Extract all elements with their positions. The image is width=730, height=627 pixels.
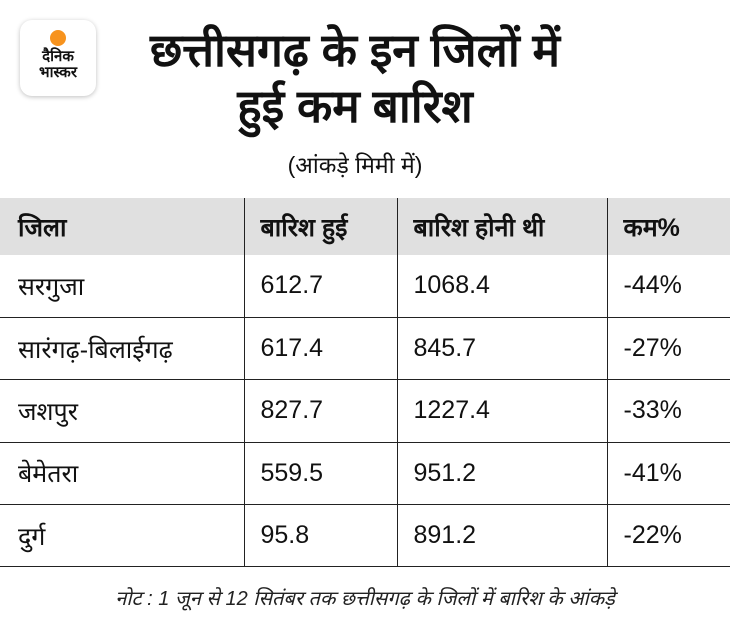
table-cell: 95.8 [243,504,397,568]
table-row: दुर्ग 95.8 891.2 -22% [0,504,730,568]
title-line1: छत्तीसगढ़ के इन जिलों में [149,24,561,76]
dainik-bhaskar-logo: दैनिक भास्कर [20,20,96,96]
table-cell: 1227.4 [396,379,607,443]
table-cell: जशपुर [0,379,244,443]
table-cell: 951.2 [396,442,607,506]
logo-sun-icon [50,30,66,46]
table-cell: -22% [606,504,730,568]
table-cell: -27% [606,317,730,381]
table-row: सरगुजा 612.7 1068.4 -44% [0,255,730,318]
rainfall-table: जिला बारिश हुई बारिश होनी थी कम% सरगुजा 612.… [0,198,730,568]
title-line2: हुई कम बारिश [237,80,473,132]
table-cell: -44% [606,255,730,318]
column-header: बारिश हुई [243,198,397,255]
table-row: सारंगढ़-बिलाईगढ़ 617.4 845.7 -27% [0,317,730,381]
table-cell: 612.7 [243,255,397,318]
page-title: छत्तीसगढ़ के इन जिलों में हुई कम बारिश [110,22,600,134]
column-header: बारिश होनी थी [396,198,607,255]
table-cell: 1068.4 [396,255,607,318]
footnote: नोट : 1 जून से 12 सितंबर तक छत्तीसगढ़ के… [115,588,615,610]
table-row: जशपुर 827.7 1227.4 -33% [0,379,730,443]
table-cell: 617.4 [243,317,397,381]
logo-text-line1: दैनिक [42,48,74,65]
table-cell: 559.5 [243,442,397,506]
subtitle: (आंकड़े मिमी में) [287,152,423,178]
table-cell: सरगुजा [0,255,244,318]
table-cell: 827.7 [243,379,397,443]
table-cell: -33% [606,379,730,443]
logo-text-line2: भास्कर [39,64,77,81]
column-header: कम% [606,198,730,255]
table-cell: दुर्ग [0,504,244,568]
column-header: जिला [0,198,244,255]
table-cell: -41% [606,442,730,506]
table-cell: सारंगढ़-बिलाईगढ़ [0,317,244,381]
table-row: बेमेतरा 559.5 951.2 -41% [0,442,730,506]
table-cell: बेमेतरा [0,442,244,506]
table-cell: 845.7 [396,317,607,381]
table-header-row: जिला बारिश हुई बारिश होनी थी कम% [0,198,730,255]
table-cell: 891.2 [396,504,607,568]
